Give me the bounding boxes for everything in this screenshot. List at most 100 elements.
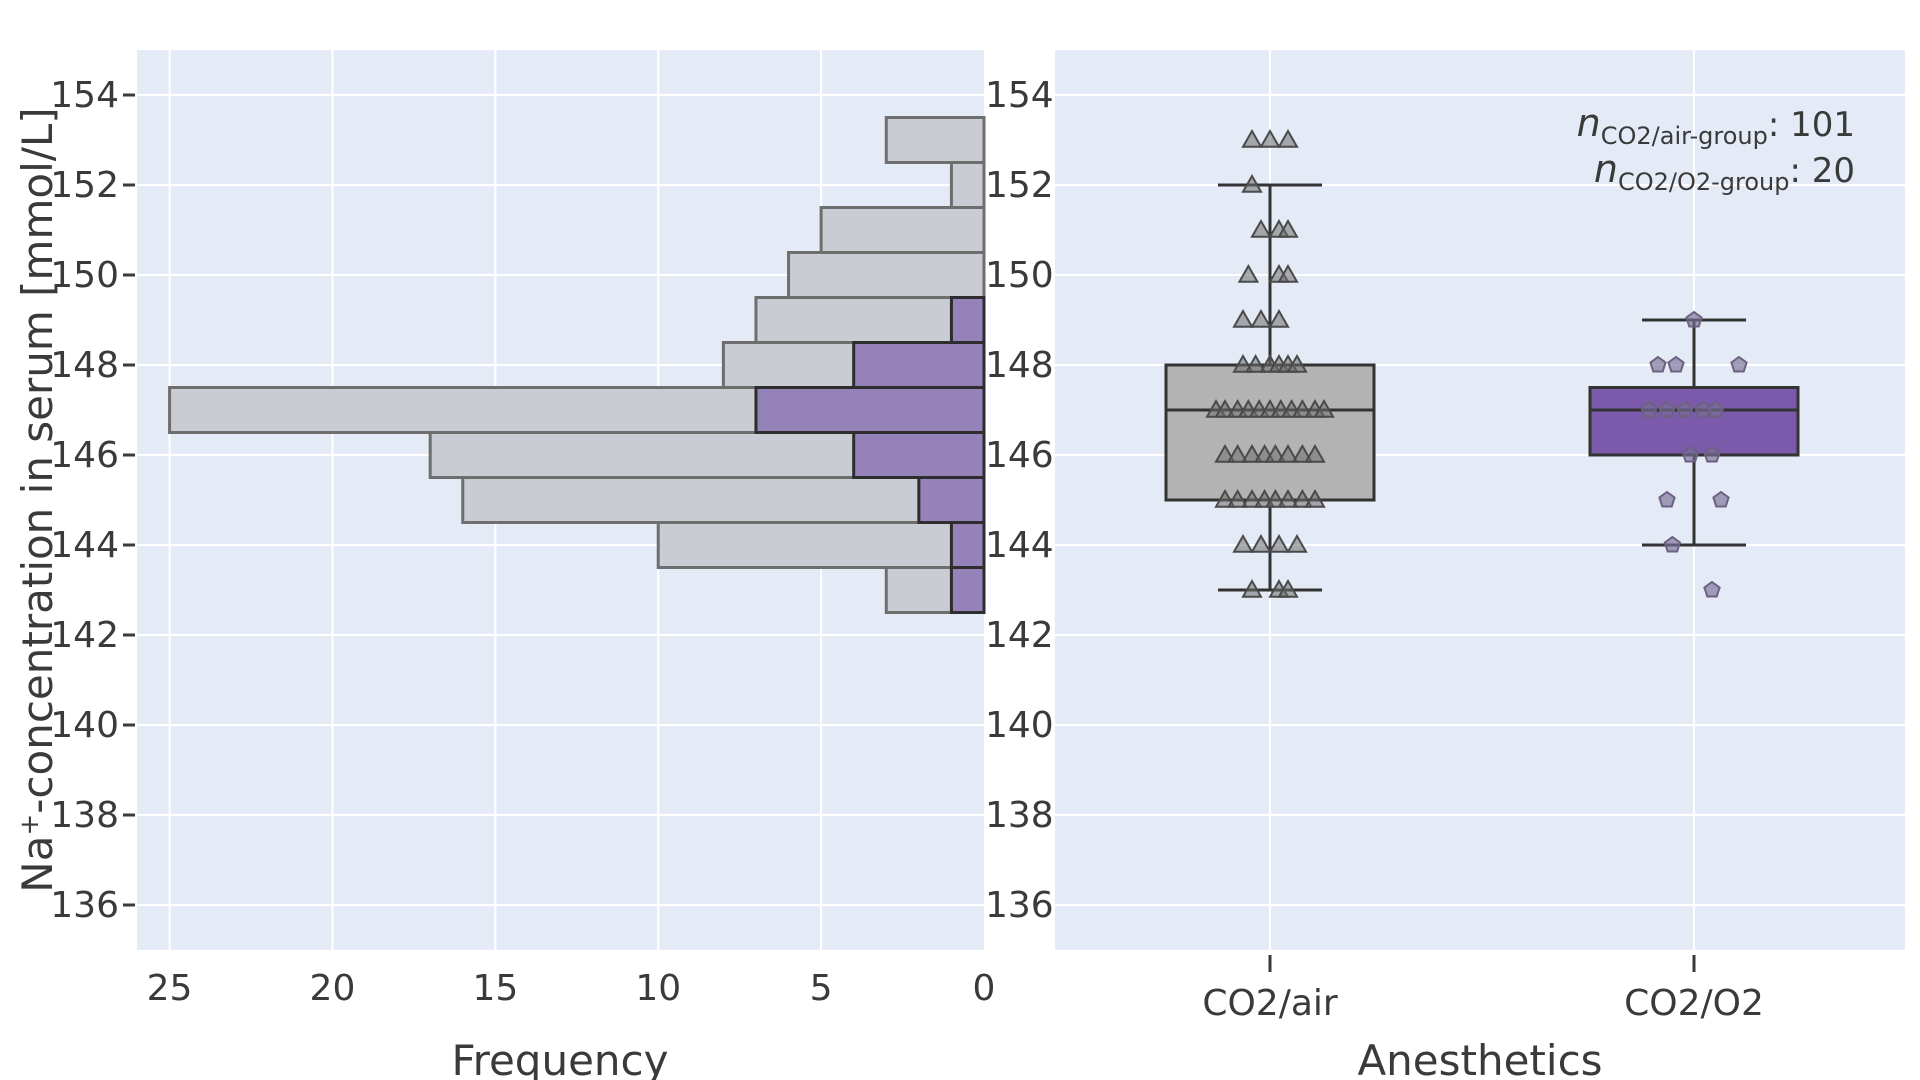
x-tick-label: CO2/air <box>1202 983 1338 1024</box>
data-point <box>1291 488 1314 508</box>
histogram-bar <box>852 431 986 479</box>
boxplot-gridlines <box>1055 50 1905 950</box>
data-point <box>1304 488 1326 508</box>
y-tick-label: 142 <box>50 615 119 656</box>
histogram-bar <box>754 296 986 344</box>
data-point <box>1658 490 1676 508</box>
data-point <box>1685 310 1703 328</box>
y-tick-label: 150 <box>985 255 1054 296</box>
histogram-bar <box>949 296 986 344</box>
y-tick-label: 146 <box>50 435 119 476</box>
data-point <box>1277 263 1299 283</box>
y-tick-label: 144 <box>985 525 1054 566</box>
x-tick-label: 10 <box>635 968 681 1009</box>
x-tick-label: 5 <box>810 968 833 1009</box>
histogram-bar <box>656 521 986 569</box>
data-point <box>1250 533 1272 553</box>
data-point <box>1214 398 1236 418</box>
data-point <box>1304 443 1326 463</box>
histogram-bar <box>949 521 986 569</box>
data-point <box>1291 443 1314 463</box>
data-point <box>1232 353 1254 373</box>
y-tick-label: 154 <box>985 75 1054 116</box>
data-point <box>1244 353 1267 373</box>
histogram-bar <box>852 341 986 389</box>
data-point <box>1730 355 1748 373</box>
data-point <box>1712 490 1730 508</box>
data-point <box>1214 443 1236 463</box>
data-point <box>1681 445 1700 463</box>
y-tick-label: 142 <box>985 615 1054 656</box>
annotation-n-co2-air: nCO2/air-group: 101 <box>1577 101 1855 150</box>
box-iqr <box>1164 363 1376 502</box>
y-tick-label: 146 <box>985 435 1054 476</box>
box-iqr <box>1588 386 1800 457</box>
histogram-bar <box>949 161 986 209</box>
data-point <box>1241 173 1263 193</box>
data-point <box>1277 578 1299 598</box>
data-point <box>1658 400 1676 418</box>
boxplot-x-ticks: CO2/air CO2/O2 <box>1202 955 1764 1024</box>
histogram-x-axis-title: Frequency <box>452 1036 669 1080</box>
y-tick-label: 138 <box>985 795 1054 836</box>
y-tick-label: 148 <box>50 345 119 386</box>
x-tick-label: 25 <box>147 968 193 1009</box>
data-point <box>1264 488 1287 508</box>
data-point <box>1667 355 1685 373</box>
data-point <box>1663 535 1682 553</box>
histogram-bar <box>917 476 986 524</box>
box-co2-o2 <box>1588 310 1800 598</box>
histogram-bar <box>819 206 986 254</box>
x-tick-label: 15 <box>472 968 518 1009</box>
y-tick-label: 138 <box>50 795 119 836</box>
y-tick-label: 148 <box>985 345 1054 386</box>
boxplot-x-axis-title: Anesthetics <box>1357 1036 1602 1080</box>
data-point <box>1291 398 1314 418</box>
y-tick-label: 140 <box>985 705 1054 746</box>
data-point <box>1277 218 1299 238</box>
data-point <box>1313 398 1335 418</box>
data-point <box>1241 578 1263 598</box>
data-point <box>1649 355 1667 373</box>
y-tick-label: 154 <box>50 75 119 116</box>
data-point <box>1232 308 1254 328</box>
data-point <box>1232 533 1254 553</box>
data-point <box>1703 580 1721 598</box>
data-point <box>1703 445 1721 463</box>
data-point <box>1706 400 1725 418</box>
annotation-n-co2-o2: nCO2/O2-group: 20 <box>1594 147 1855 196</box>
x-tick-label: 20 <box>310 968 356 1009</box>
boxplot-series <box>1164 128 1800 598</box>
y-axis-title: Na+-concentration in serum [mmol/L] <box>13 107 62 892</box>
histogram-bar <box>787 251 986 299</box>
box-co2-air <box>1164 128 1376 598</box>
histogram-x-ticks: 25 20 15 10 5 0 <box>147 968 996 1009</box>
data-point <box>1214 488 1236 508</box>
histogram-y-ticks: 136 138 140 142 144 146 148 150 152 154 <box>50 75 135 926</box>
histogram-panel: 136 138 140 142 144 146 148 150 152 154 25 20 15 10 5… <box>13 50 995 1080</box>
data-point <box>1241 128 1263 148</box>
y-tick-label: 144 <box>50 525 119 566</box>
data-point <box>1264 443 1287 463</box>
histogram-bar <box>884 116 986 164</box>
data-point <box>1250 218 1272 238</box>
data-point <box>1250 308 1272 328</box>
x-tick-label: 0 <box>973 968 996 1009</box>
y-tick-label: 152 <box>985 165 1054 206</box>
data-point <box>1268 533 1290 553</box>
data-point <box>1237 263 1260 283</box>
y-tick-label: 150 <box>50 255 119 296</box>
histogram-series-co2-o2 <box>754 296 986 614</box>
data-point <box>1268 308 1290 328</box>
boxplot-panel: 136 138 140 142 144 146 148 150 152 154 CO2/air CO… <box>985 50 1905 1080</box>
data-point <box>1277 128 1299 148</box>
data-point <box>1286 533 1308 553</box>
y-tick-label: 140 <box>50 705 119 746</box>
data-point <box>1277 443 1299 463</box>
data-point <box>1241 443 1263 463</box>
y-tick-label: 136 <box>985 885 1054 926</box>
data-point <box>1226 488 1249 508</box>
boxplot-y-ticks: 136 138 140 142 144 146 148 150 152 154 <box>985 75 1054 926</box>
data-point <box>1241 488 1263 508</box>
